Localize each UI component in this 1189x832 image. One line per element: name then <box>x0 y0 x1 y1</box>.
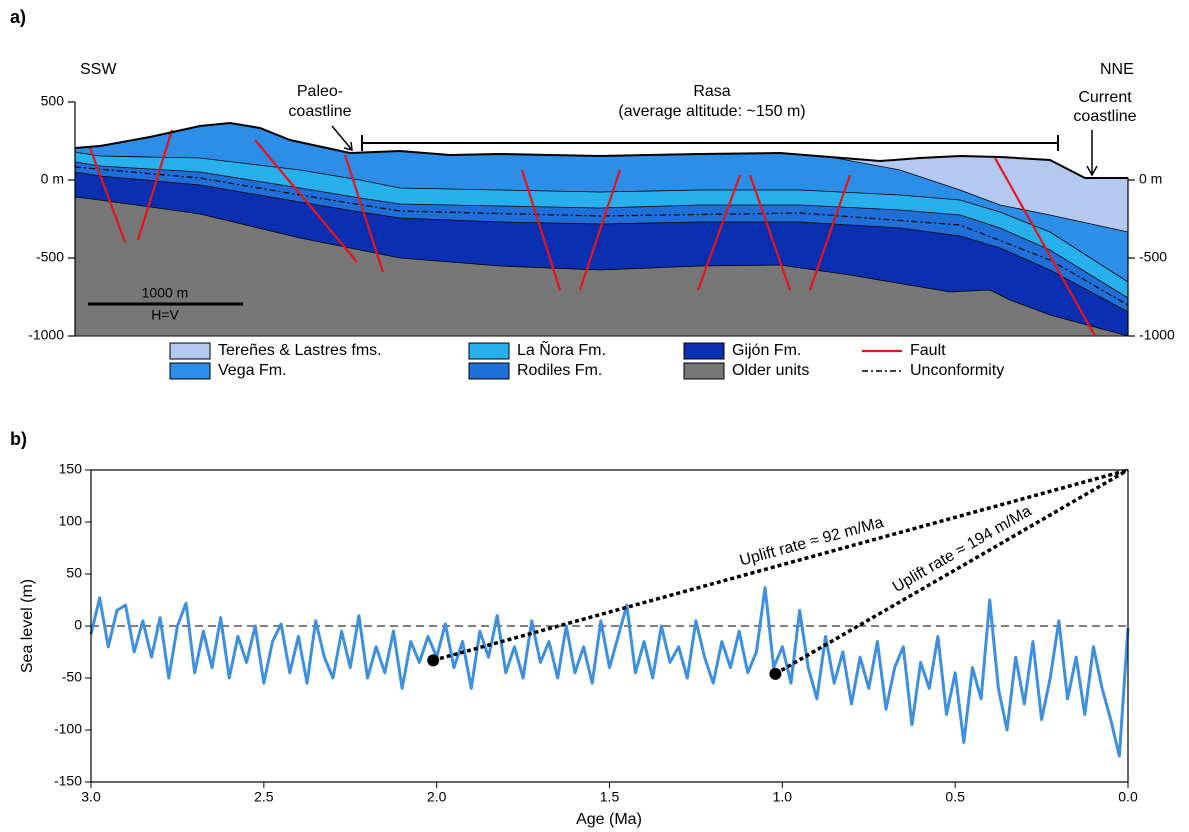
y-tick-label: -150 <box>54 773 82 789</box>
x-tick-label: 3.0 <box>81 789 101 805</box>
depth-tick-label: -1000 <box>28 327 64 343</box>
sea-level-chart: b) Age (Ma) Sea level (m) -150 -100 -50 0 50… <box>10 429 1138 828</box>
cross-section: a) SSW NNE 500 0 m -500 -1000 0 m -500 -… <box>10 7 1175 380</box>
y-tick-label: -50 <box>62 669 82 685</box>
y-tick-label: 0 <box>74 617 82 633</box>
legend-swatch <box>468 362 510 380</box>
annotation: (average altitude: ~150 m) <box>618 103 805 120</box>
panel-label: b) <box>10 429 27 449</box>
legend-label: La Ñora Fm. <box>517 339 606 359</box>
depth-axis <box>68 101 1135 337</box>
x-tick-label: 0.0 <box>1118 789 1138 805</box>
depth-tick-label: -1000 <box>1139 327 1175 343</box>
direction-label: NNE <box>1100 61 1134 78</box>
legend-label: Rodiles Fm. <box>517 362 602 379</box>
x-tick-label: 0.5 <box>945 789 965 805</box>
y-axis-label: Sea level (m) <box>19 579 36 673</box>
fault <box>696 174 742 291</box>
fault <box>748 174 792 291</box>
fault <box>136 129 174 241</box>
plot-frame <box>90 469 1129 783</box>
legend-swatch <box>169 362 211 380</box>
annotation: Rasa <box>693 83 730 100</box>
scale-label: 1000 m <box>142 285 189 301</box>
legend-swatch <box>468 342 510 360</box>
fault <box>578 169 622 291</box>
uplift-line <box>774 468 1129 676</box>
fault <box>88 147 127 243</box>
annotation: coastline <box>1073 108 1136 125</box>
older-layer <box>74 196 1129 337</box>
depth-tick-label: -500 <box>36 249 64 265</box>
y-tick-label: 150 <box>59 461 83 477</box>
arrow <box>331 125 353 151</box>
surface <box>74 121 1128 179</box>
uplift-label: Uplift rate ≈ 92 m/Ma <box>738 514 886 570</box>
legend: Tereñes & Lastres fms. Vega Fm. La Ñora … <box>169 339 1004 380</box>
y-tick-label: 100 <box>59 513 83 529</box>
legend-swatch <box>683 362 725 380</box>
legend-label: Unconformity <box>910 362 1004 379</box>
annotation: coastline <box>288 103 351 120</box>
x-tick-label: 2.0 <box>427 789 447 805</box>
y-tick-label: 50 <box>66 565 82 581</box>
legend-swatch <box>169 342 211 360</box>
legend-label: Older units <box>732 362 809 379</box>
depth-tick-label: -500 <box>1139 249 1167 265</box>
direction-label: SSW <box>80 61 117 78</box>
x-tick-label: 1.0 <box>773 789 793 805</box>
faults <box>88 129 1096 337</box>
depth-tick-label: 0 m <box>1139 171 1162 187</box>
fault <box>808 174 852 291</box>
bracket <box>361 135 1059 151</box>
legend-swatch <box>683 342 725 360</box>
x-tick-label: 2.5 <box>254 789 274 805</box>
depth-tick-label: 500 <box>41 93 65 109</box>
fault <box>254 139 358 263</box>
fault <box>994 157 1096 337</box>
age-point <box>769 667 782 680</box>
sea-level-line <box>89 586 1130 758</box>
annotation: Paleo- <box>297 83 343 100</box>
fault <box>520 169 562 291</box>
x-axis-label: Age (Ma) <box>576 811 642 828</box>
annotation: Current <box>1078 89 1132 106</box>
legend-label: Gijón Fm. <box>732 342 801 359</box>
depth-tick-label: 0 m <box>41 171 64 187</box>
scale-label: H=V <box>151 307 179 323</box>
legend-label: Vega Fm. <box>218 362 286 379</box>
legend-label: Tereñes & Lastres fms. <box>218 342 382 359</box>
legend-label: Fault <box>910 342 946 359</box>
uplift-line <box>432 468 1129 663</box>
arrow <box>1086 130 1098 177</box>
panel-label: a) <box>10 7 26 27</box>
age-point <box>427 654 440 667</box>
y-tick-label: -100 <box>54 721 82 737</box>
x-tick-label: 1.5 <box>600 789 620 805</box>
unconformity <box>74 166 1129 306</box>
fault <box>343 154 385 273</box>
